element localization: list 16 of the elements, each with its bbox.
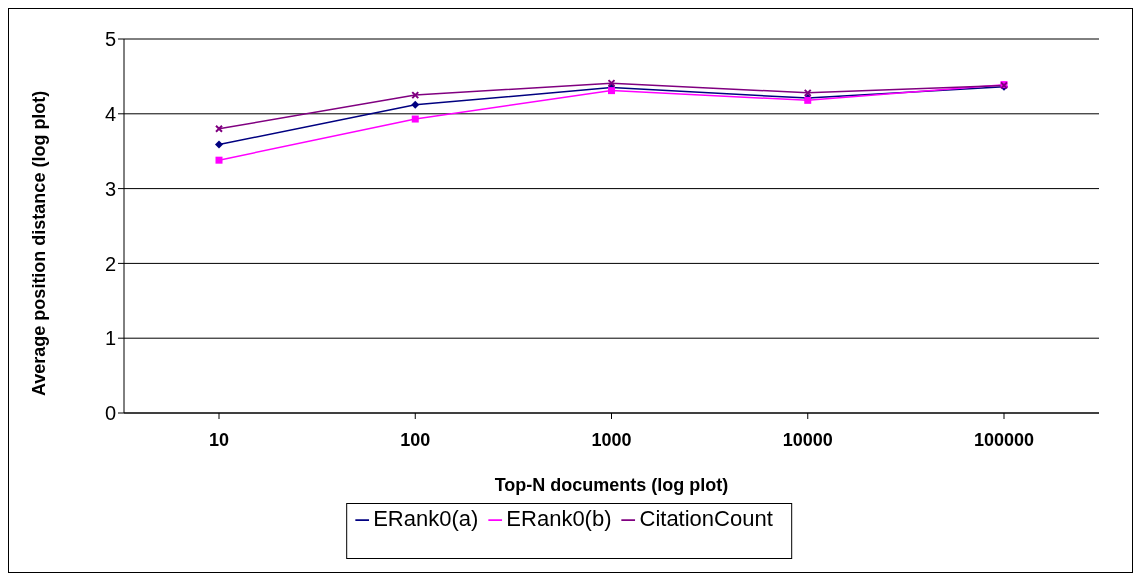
x-tick-label: 10: [208, 429, 230, 450]
y-tick-label: 3: [104, 177, 116, 200]
x-axis-title: Top-N documents (log plot): [494, 475, 729, 495]
y-tick-label: 0: [104, 402, 116, 425]
legend-label: ERank0(b): [506, 506, 612, 531]
x-tick-label: 100000: [973, 429, 1035, 450]
x-tick-label: 1000: [591, 429, 632, 450]
y-tick-label: 1: [104, 327, 116, 350]
x-tick-label: 10000: [782, 429, 833, 450]
x-tick-label: 100: [400, 429, 431, 450]
y-axis-title: Average position distance (log plot): [29, 90, 50, 396]
y-tick-label: 5: [104, 28, 116, 51]
legend-label: CitationCount: [639, 506, 773, 531]
legend-label: ERank0(a): [373, 506, 479, 531]
y-tick-label: 4: [104, 102, 116, 125]
y-tick-label: 2: [104, 252, 116, 275]
